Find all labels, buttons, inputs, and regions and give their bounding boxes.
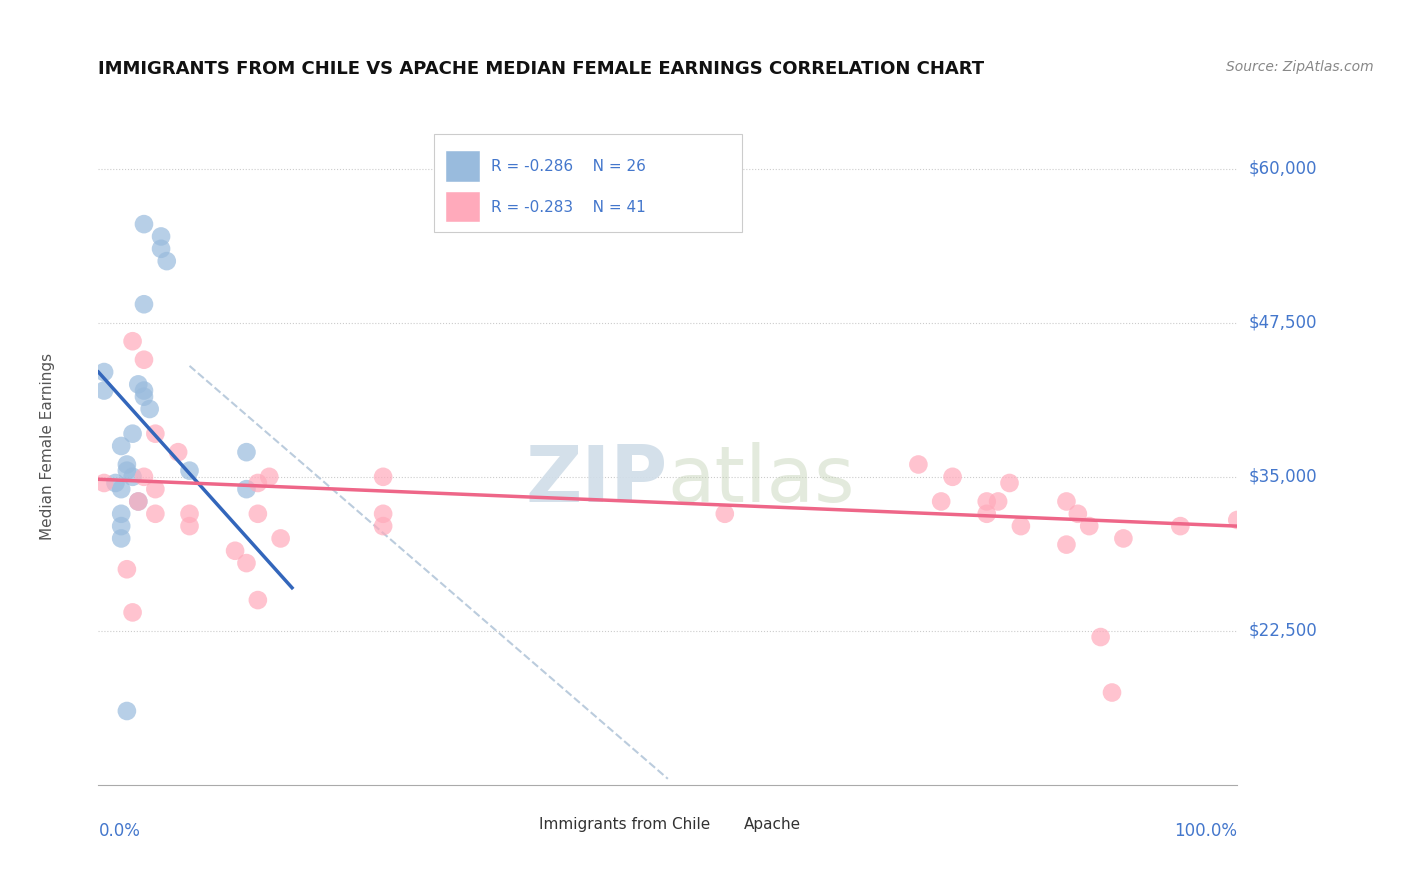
Point [110,519,132,533]
Text: atlas: atlas [668,442,855,518]
Point [1170,519,1192,533]
Point [235,482,257,496]
Point [179,519,201,533]
Text: IMMIGRANTS FROM CHILE VS APACHE MEDIAN FEMALE EARNINGS CORRELATION CHART: IMMIGRANTS FROM CHILE VS APACHE MEDIAN F… [98,60,984,78]
Text: Median Female Earnings: Median Female Earnings [39,352,55,540]
Point [179,507,201,521]
Point [259,470,281,484]
Point [1112,532,1135,546]
Point [132,384,155,398]
Point [1067,507,1090,521]
FancyBboxPatch shape [446,151,479,182]
Text: Immigrants from Chile: Immigrants from Chile [538,817,710,831]
Text: $22,500: $22,500 [1249,622,1317,640]
Point [714,507,737,521]
Text: $60,000: $60,000 [1249,160,1317,178]
Point [1101,685,1123,699]
Point [1054,538,1078,552]
FancyBboxPatch shape [434,134,742,233]
Point [138,402,160,417]
Text: ZIP: ZIP [526,442,668,518]
Point [127,377,149,392]
Point [121,426,143,441]
Text: R = -0.283    N = 41: R = -0.283 N = 41 [491,200,647,215]
Text: Apache: Apache [744,817,801,831]
Point [115,704,138,718]
Point [127,494,149,508]
Point [1078,519,1101,533]
Text: 0.0%: 0.0% [98,822,141,840]
Point [110,482,132,496]
Point [121,606,143,620]
Point [270,532,292,546]
Point [929,494,952,508]
Text: $35,000: $35,000 [1249,467,1317,486]
Point [115,562,138,576]
Point [1054,494,1078,508]
Point [132,217,155,231]
Point [110,532,132,546]
Point [167,445,190,459]
Text: $47,500: $47,500 [1249,314,1317,332]
Point [145,482,167,496]
Point [132,470,155,484]
FancyBboxPatch shape [446,192,479,222]
Point [907,458,929,472]
Point [987,494,1010,508]
Point [1090,630,1112,644]
Point [132,297,155,311]
Point [93,475,115,490]
Point [150,242,173,256]
FancyBboxPatch shape [503,812,531,836]
Point [976,507,998,521]
Point [179,464,201,478]
Point [246,475,269,490]
Point [110,507,132,521]
Point [93,384,115,398]
Text: 100.0%: 100.0% [1174,822,1237,840]
Text: Source: ZipAtlas.com: Source: ZipAtlas.com [1226,60,1374,73]
Point [115,464,138,478]
Point [132,352,155,367]
Point [150,229,173,244]
Point [235,556,257,570]
Point [235,445,257,459]
Point [145,507,167,521]
Text: R = -0.286    N = 26: R = -0.286 N = 26 [491,159,647,174]
Point [110,439,132,453]
Point [104,475,127,490]
Point [942,470,965,484]
Point [246,593,269,607]
Point [127,494,149,508]
Point [371,470,394,484]
Point [156,254,179,268]
Point [145,426,167,441]
Point [1010,519,1032,533]
Point [371,507,394,521]
Point [132,390,155,404]
Point [998,475,1021,490]
Point [976,494,998,508]
Point [224,543,246,558]
Point [115,458,138,472]
Point [121,334,143,349]
Point [246,507,269,521]
Point [371,519,394,533]
Point [1226,513,1249,527]
Point [121,470,143,484]
Point [93,365,115,379]
FancyBboxPatch shape [707,812,737,836]
